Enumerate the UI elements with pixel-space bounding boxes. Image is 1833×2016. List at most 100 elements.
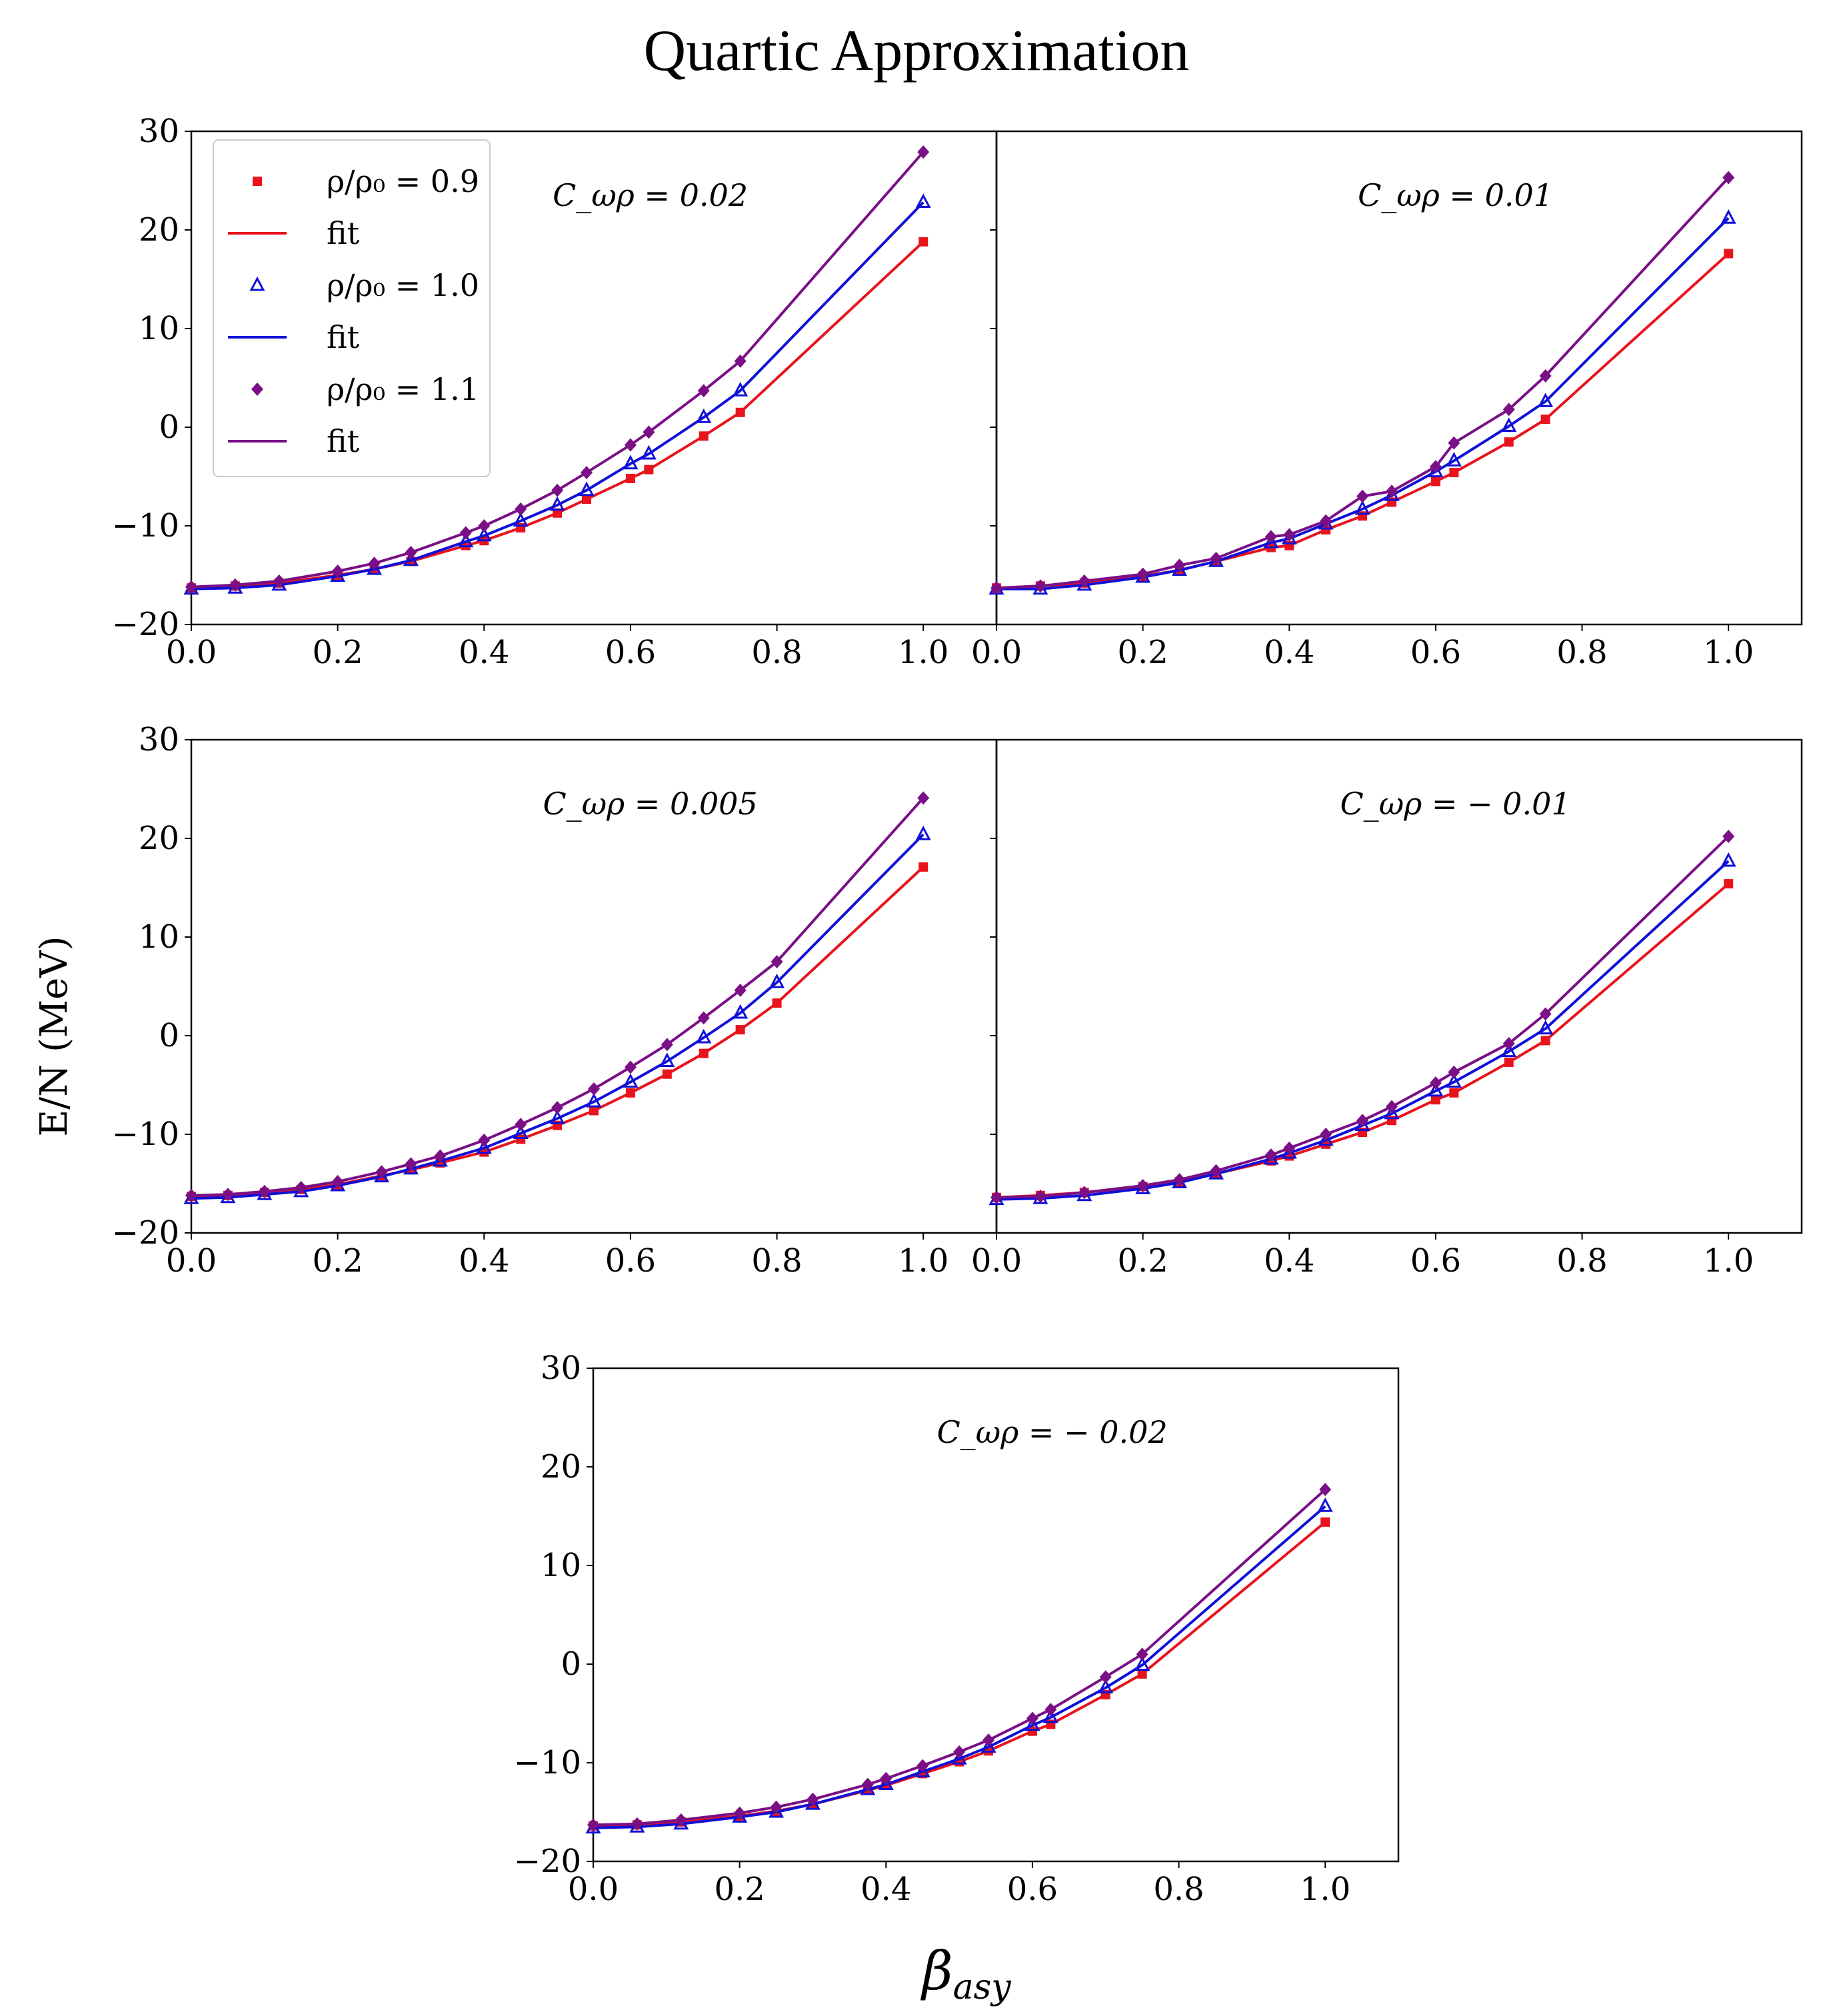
y-tick-label: 20 bbox=[541, 1448, 581, 1486]
data-point bbox=[1724, 249, 1734, 259]
data-point bbox=[735, 1025, 745, 1035]
data-point bbox=[367, 560, 383, 575]
fit-line bbox=[996, 882, 1730, 1199]
legend-label: ρ/ρ₀ = 0.9 bbox=[327, 163, 479, 199]
data-point bbox=[516, 522, 526, 532]
series-2 bbox=[585, 1497, 1333, 1834]
data-point bbox=[644, 465, 654, 475]
data-point bbox=[918, 862, 928, 872]
x-tick-label: 1.0 bbox=[1300, 1871, 1350, 1908]
data-point bbox=[1448, 436, 1460, 450]
data-point bbox=[1428, 1082, 1444, 1097]
x-tick-label: 0.0 bbox=[568, 1871, 619, 1908]
data-point bbox=[1722, 830, 1735, 844]
x-tick-label: 0.4 bbox=[459, 634, 509, 671]
data-point bbox=[951, 1749, 967, 1765]
fit-line bbox=[996, 253, 1730, 590]
data-point bbox=[807, 1792, 819, 1806]
y-tick-label: 0 bbox=[159, 409, 179, 446]
data-point bbox=[661, 1038, 673, 1052]
data-point bbox=[1317, 1497, 1333, 1512]
data-point bbox=[405, 545, 417, 559]
data-point bbox=[990, 1190, 1002, 1204]
x-tick-label: 0.8 bbox=[751, 1242, 802, 1280]
data-point bbox=[623, 1073, 639, 1088]
plot-frame bbox=[995, 738, 1803, 1234]
legend-box bbox=[213, 139, 491, 477]
data-point bbox=[953, 1745, 966, 1759]
data-point bbox=[699, 1048, 709, 1058]
data-point bbox=[549, 1110, 565, 1124]
panel-1: 0.0 0.2 0.4 0.6 0.8 1.0 −20 −10 0 10 20 30 C_ωρ = 0.… bbox=[112, 113, 998, 671]
data-point bbox=[1539, 1007, 1552, 1021]
data-point bbox=[915, 193, 931, 209]
x-tick-label: 0.4 bbox=[459, 1242, 509, 1280]
fit-line bbox=[593, 1488, 1326, 1827]
y-tick-label: 20 bbox=[139, 211, 179, 249]
fit-line bbox=[191, 201, 924, 590]
data-point bbox=[589, 1106, 599, 1116]
data-point bbox=[1134, 1656, 1150, 1671]
x-tick-label: 0.0 bbox=[166, 1242, 217, 1280]
legend: ρ/ρ₀ = 0.9 fit ρ/ρ₀ = 1.0 fit ρ/ρ₀ = 1.1 fit bbox=[213, 139, 491, 477]
data-point bbox=[735, 407, 745, 417]
panel-2: 0.0 0.2 0.4 0.6 0.8 1.0 C_ωρ = 0.01 bbox=[971, 130, 1803, 671]
data-point bbox=[1387, 1116, 1397, 1126]
series-2 bbox=[183, 825, 931, 1204]
x-tick-label: 0.2 bbox=[312, 1242, 363, 1280]
series-3 bbox=[587, 1483, 1332, 1832]
x-tick-label: 1.0 bbox=[1703, 634, 1754, 671]
data-point bbox=[476, 1139, 492, 1154]
data-point bbox=[185, 1188, 197, 1202]
data-point bbox=[1354, 500, 1370, 515]
data-point bbox=[1263, 533, 1279, 548]
data-point bbox=[772, 998, 782, 1008]
data-point bbox=[1387, 497, 1397, 507]
data-point bbox=[1502, 403, 1515, 417]
coupling-annotation: C_ωρ = 0.01 bbox=[1358, 177, 1553, 213]
panel-4: 0.0 0.2 0.4 0.6 0.8 1.0 C_ωρ = − 0.01 bbox=[971, 738, 1803, 1280]
fit-line bbox=[996, 177, 1730, 590]
legend-label: fit bbox=[327, 319, 360, 355]
data-point bbox=[330, 567, 346, 582]
data-point bbox=[1356, 489, 1369, 503]
data-point bbox=[1098, 1679, 1114, 1694]
data-point bbox=[697, 384, 710, 398]
data-point bbox=[1538, 393, 1554, 408]
data-point bbox=[1099, 1670, 1112, 1684]
data-point bbox=[625, 1088, 635, 1098]
data-point bbox=[1078, 574, 1090, 588]
x-tick-label: 0.0 bbox=[971, 634, 1022, 671]
data-point bbox=[375, 1165, 388, 1179]
data-point bbox=[1449, 1088, 1459, 1098]
y-tick-label: −20 bbox=[112, 1214, 179, 1252]
data-point bbox=[515, 502, 527, 516]
data-point bbox=[697, 1011, 710, 1025]
data-point bbox=[1386, 485, 1398, 499]
x-tick-label: 1.0 bbox=[1703, 1242, 1754, 1280]
data-point bbox=[1384, 1104, 1400, 1120]
data-point bbox=[1449, 468, 1459, 478]
data-point bbox=[587, 1818, 599, 1832]
data-point bbox=[1539, 369, 1552, 383]
fit-line bbox=[191, 241, 924, 590]
series-1 bbox=[992, 249, 1734, 593]
y-axis-label: E/N (MeV) bbox=[33, 936, 76, 1136]
data-point bbox=[1136, 1647, 1148, 1661]
panel-5: 0.0 0.2 0.4 0.6 0.8 1.0 −20 −10 0 10 20 30 C_ωρ = − … bbox=[514, 1350, 1400, 1908]
data-point bbox=[368, 556, 381, 570]
legend-label: ρ/ρ₀ = 1.1 bbox=[327, 371, 479, 407]
data-point bbox=[586, 1092, 602, 1108]
series-3 bbox=[185, 791, 930, 1202]
data-point bbox=[1044, 1703, 1057, 1717]
data-point bbox=[374, 1168, 390, 1183]
data-point bbox=[1210, 1164, 1222, 1178]
data-point bbox=[643, 425, 655, 439]
y-tick-label: 0 bbox=[561, 1645, 581, 1683]
data-point bbox=[1137, 1669, 1147, 1679]
fit-line bbox=[191, 866, 924, 1198]
data-point bbox=[1354, 1116, 1370, 1132]
y-tick-label: 10 bbox=[139, 310, 179, 347]
data-point bbox=[771, 955, 783, 968]
data-point bbox=[1430, 1095, 1440, 1105]
